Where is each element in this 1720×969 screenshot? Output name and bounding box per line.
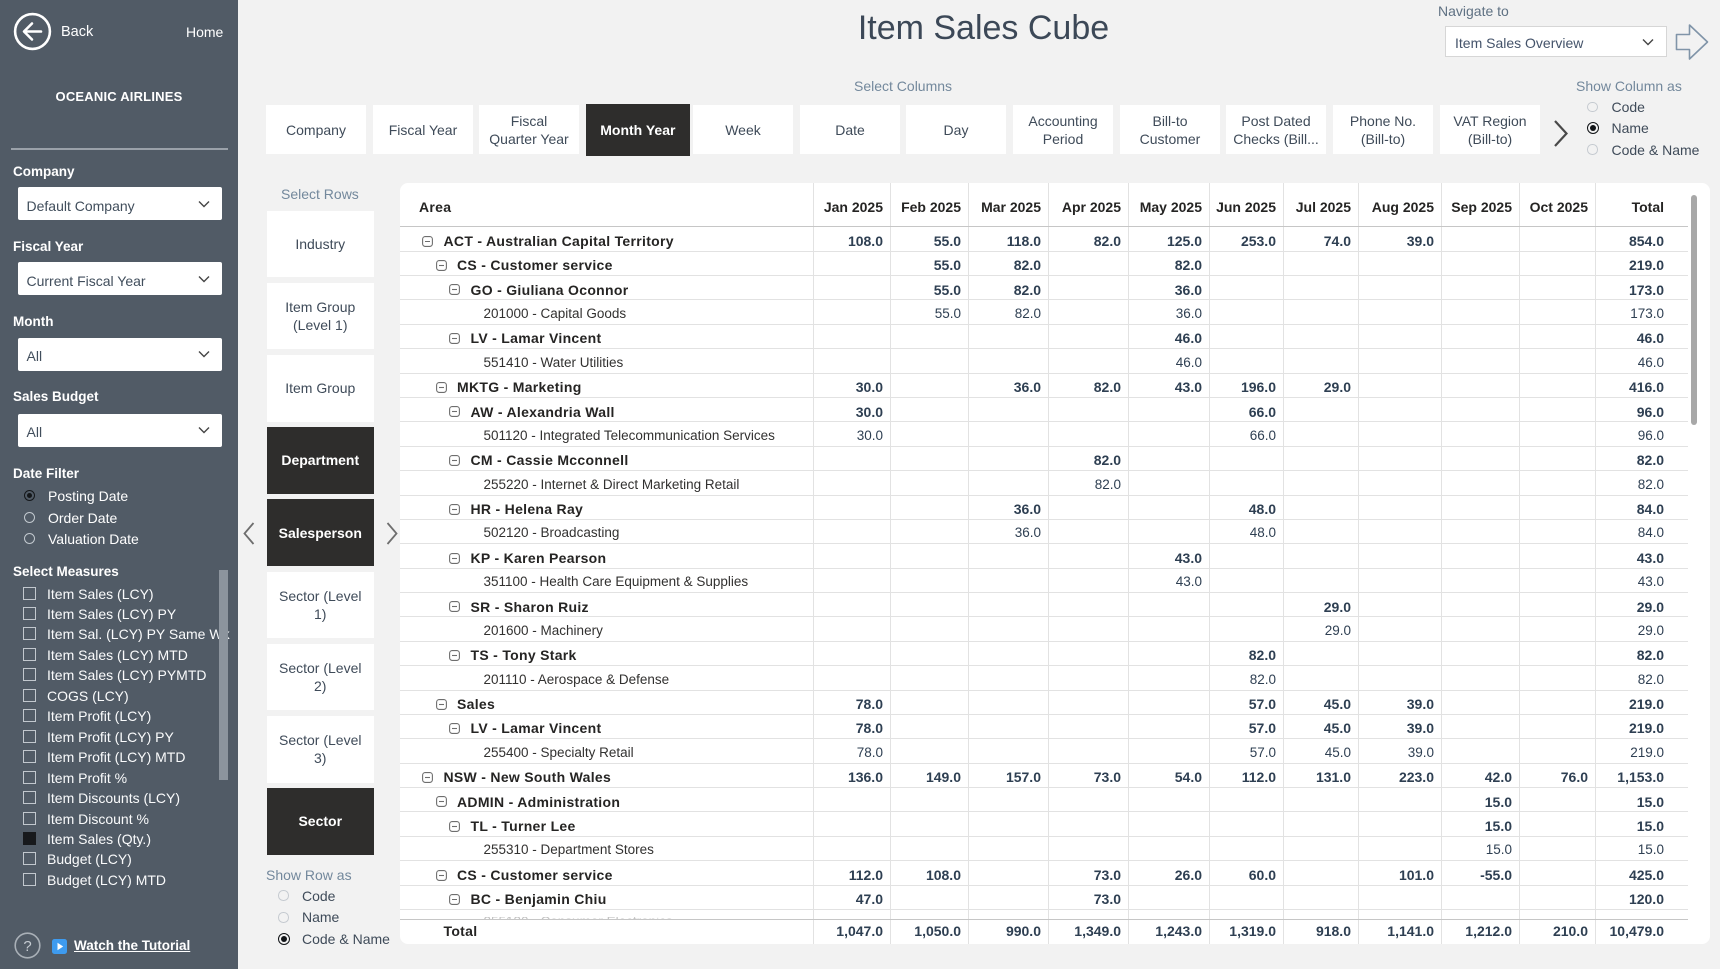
svg-text:?: ? xyxy=(23,938,31,955)
